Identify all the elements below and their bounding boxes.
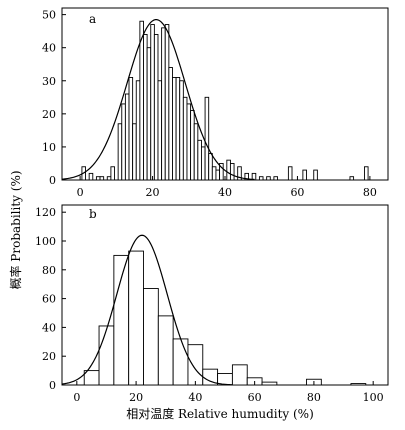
histogram-bar [349,176,355,181]
histogram-bar [157,315,174,386]
x-tick-label: 40 [218,186,232,199]
y-tick-label: 50 [42,9,56,22]
histogram-bar [132,123,137,181]
histogram-bar [237,166,242,181]
histogram-bar [157,80,163,181]
panel-a: 0 20 40 60 80 0 10 20 30 40 50 a [42,7,389,199]
panel-label: a [89,12,96,26]
histogram-bar [135,80,141,181]
y-tick-label: 80 [42,264,56,277]
histogram-bar [172,338,189,386]
histogram-bar [287,166,293,181]
x-tick-label: 0 [77,186,84,199]
x-tick-label: 60 [290,186,304,199]
histogram-bar [364,166,369,181]
histogram-bar [128,77,134,181]
y-tick-label: 120 [35,206,56,219]
y-tick-label: 60 [42,293,56,306]
histogram-bar [110,166,115,181]
histogram-bar [201,146,206,181]
x-axis-label: 相对温度 Relative humudity (%) [126,406,314,421]
histogram-bar [106,176,112,181]
histogram-bar [143,34,148,181]
plot-frame [61,7,389,181]
histogram-bar [121,103,126,181]
histogram-bar [117,123,123,181]
x-tick-label: 20 [146,186,160,199]
fitted-curve [61,234,233,386]
histogram-bar [204,96,210,181]
histogram-bar [211,166,217,181]
panel-label: b [89,207,97,221]
histogram-bar [150,24,155,181]
x-tick-label: 80 [363,186,377,199]
histogram-bar [231,364,248,386]
histogram-bar [179,80,184,181]
histogram-bar [273,176,278,181]
histogram-bar [83,370,100,386]
x-tick-label: 0 [73,391,80,404]
y-tick-label: 30 [42,75,56,88]
histogram-bar [99,176,105,181]
histogram-bar [175,77,181,181]
histogram-bar [197,139,202,181]
y-axis-label: 概率 Probability (%) [8,170,23,289]
histogram-bar [187,344,204,386]
histogram-bar [244,172,249,181]
x-tick-label: 80 [307,391,321,404]
histogram-bar [182,96,188,181]
histogram-bar [313,169,318,181]
x-tick-label: 60 [248,391,262,404]
y-tick-label: 0 [49,379,56,392]
histogram-bar [186,103,192,181]
histogram-bar [88,172,94,181]
histogram-bar [350,383,367,386]
histogram-bar [219,163,224,181]
histogram-bar [98,325,115,386]
y-tick-label: 0 [49,174,56,187]
histogram-bar [128,250,144,386]
histogram-bar [266,176,271,181]
histogram-bar [215,169,221,181]
histogram-bar [226,159,231,181]
histogram-bar [113,254,130,386]
x-tick-label: 100 [363,391,384,404]
histogram-bar [208,153,213,181]
x-tick-label: 40 [188,391,202,404]
histogram-bar [161,27,166,181]
histogram-bar [172,77,177,181]
y-tick-label: 40 [42,321,56,334]
histogram-bar [190,110,195,181]
histogram-bar [168,67,173,181]
fitted-curve [61,19,255,181]
panel-b: 0 20 40 60 80 100 0 20 40 60 80 100 120 b [35,204,389,404]
histogram-bar [139,20,144,181]
x-tick-label: 20 [129,391,143,404]
histogram-bar [124,93,130,181]
histogram-bar [193,123,199,181]
y-tick-label: 100 [35,235,56,248]
histogram-bar [258,176,264,181]
histogram-bar [164,24,170,181]
y-tick-label: 40 [42,42,56,55]
y-tick-label: 20 [42,108,56,121]
histogram-bar [143,288,159,386]
histogram-bar [95,176,101,181]
y-tick-label: 10 [42,141,56,154]
y-tick-label: 20 [42,350,56,363]
histogram-bar [229,163,235,181]
histogram-bar [146,47,152,181]
histogram-bar [153,34,159,181]
histogram-bar [302,169,307,181]
histogram-bar [261,381,278,386]
